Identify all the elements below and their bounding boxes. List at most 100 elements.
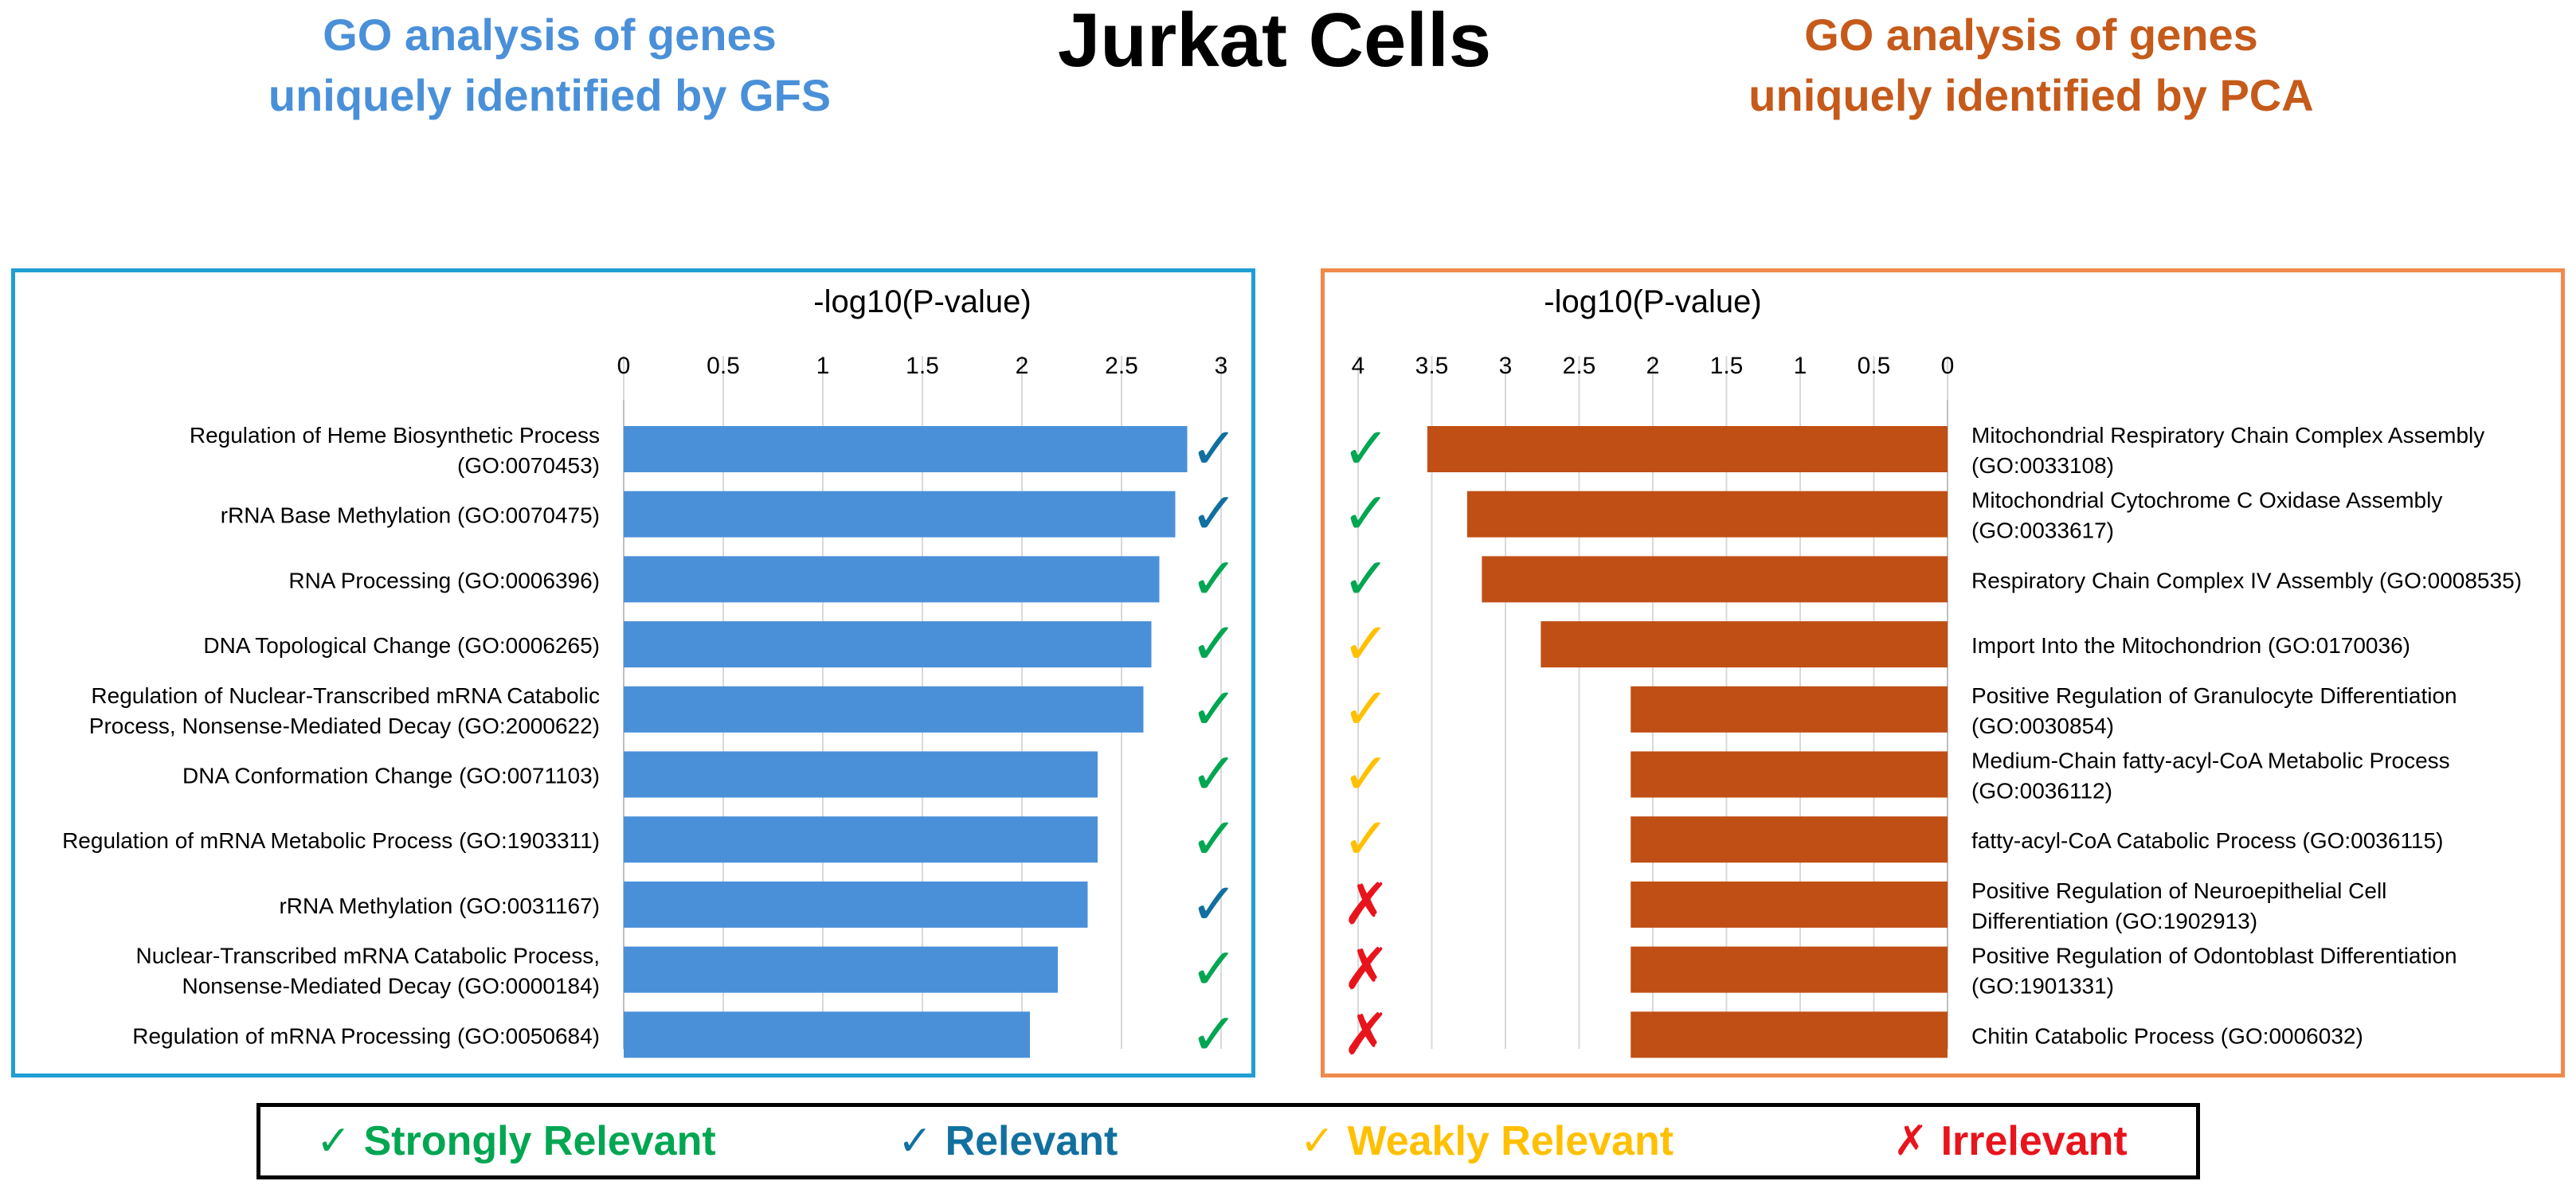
bar xyxy=(624,881,1088,928)
legend-item-strongly-relevant: ✓ Strongly Relevant xyxy=(316,1107,716,1175)
legend-item-relevant: ✓ Relevant xyxy=(898,1107,1118,1175)
check-icon: ✓ xyxy=(316,1117,351,1165)
category-label: Nuclear-Transcribed mRNA Catabolic Proce… xyxy=(136,944,601,968)
category-label: (GO:0036112) xyxy=(1971,779,2112,804)
bar xyxy=(624,621,1152,668)
relevance-mark: ✓ xyxy=(1342,480,1390,547)
bar xyxy=(1631,816,1948,863)
tick-label: 3 xyxy=(1215,353,1228,379)
category-label: fatty-acyl-CoA Catabolic Process (GO:003… xyxy=(1971,828,2443,853)
category-label: Positive Regulation of Granulocyte Diffe… xyxy=(1971,683,2457,708)
bar xyxy=(1631,686,1948,733)
bar xyxy=(1541,621,1948,668)
right-heading-line-2: uniquely identified by PCA xyxy=(1748,70,2314,120)
tick-label: 3 xyxy=(1499,353,1513,379)
category-label: Regulation of Heme Biosynthetic Process xyxy=(190,423,600,448)
relevance-mark: ✓ xyxy=(1190,870,1238,937)
check-icon: ✓ xyxy=(898,1117,933,1165)
legend-item-irrelevant: ✗ Irrelevant xyxy=(1893,1107,2128,1175)
category-label: (GO:0030854) xyxy=(1971,714,2114,738)
category-label: DNA Topological Change (GO:0006265) xyxy=(203,633,600,658)
category-label: DNA Conformation Change (GO:0071103) xyxy=(182,764,600,788)
legend-label: Strongly Relevant xyxy=(363,1118,716,1164)
bar xyxy=(624,1011,1030,1058)
bar xyxy=(624,556,1160,603)
bar xyxy=(1427,426,1948,472)
tick-label: 1 xyxy=(1794,353,1807,379)
category-label: Respiratory Chain Complex IV Assembly (G… xyxy=(1971,568,2522,592)
bar xyxy=(624,491,1176,538)
bar xyxy=(1631,946,1948,993)
gfs-bar-chart: -log10(P-value) 0 0.5 1 1.5 2 2.5 3 Regulation o… xyxy=(62,284,1238,1067)
left-panel-heading: GO analysis of genes uniquely identified… xyxy=(159,5,940,126)
tick-label: 1.5 xyxy=(1710,353,1744,379)
tick-label: 4 xyxy=(1352,353,1365,379)
category-label: (GO:0070453) xyxy=(457,453,600,478)
relevance-mark: ✗ xyxy=(1342,870,1390,937)
category-label: (GO:0033617) xyxy=(1971,518,2114,543)
relevance-mark: ✓ xyxy=(1190,741,1238,808)
tick-label: 0 xyxy=(1941,353,1955,379)
left-heading-line-1: GO analysis of genes xyxy=(323,10,777,60)
bar xyxy=(1466,491,1948,538)
tick-label: 2 xyxy=(1016,353,1029,379)
category-label: Chitin Catabolic Process (GO:0006032) xyxy=(1971,1023,2363,1048)
tick-label: 2 xyxy=(1646,353,1660,379)
category-label: Regulation of mRNA Processing (GO:005068… xyxy=(132,1023,600,1048)
relevance-mark: ✓ xyxy=(1190,675,1238,742)
category-label: (GO:1901331) xyxy=(1971,974,2114,999)
relevance-mark: ✓ xyxy=(1190,545,1238,612)
relevance-mark: ✓ xyxy=(1342,805,1390,872)
relevance-mark: ✓ xyxy=(1190,610,1238,677)
category-label: Medium-Chain fatty-acyl-CoA Metabolic Pr… xyxy=(1971,749,2450,773)
category-label: Differentiation (GO:1902913) xyxy=(1971,909,2257,933)
bar xyxy=(624,751,1098,798)
category-label: Regulation of Nuclear-Transcribed mRNA C… xyxy=(91,683,600,708)
relevance-mark: ✗ xyxy=(1342,1000,1390,1067)
category-label: (GO:0033108) xyxy=(1971,453,2114,478)
relevance-mark: ✓ xyxy=(1342,545,1390,612)
category-label: Regulation of mRNA Metabolic Process (GO… xyxy=(62,828,600,853)
relevance-mark: ✓ xyxy=(1190,805,1238,872)
left-heading-line-2: uniquely identified by GFS xyxy=(268,70,832,120)
bar xyxy=(1482,556,1948,603)
relevance-mark: ✓ xyxy=(1190,1000,1238,1067)
bar xyxy=(1631,881,1948,928)
relevance-mark: ✓ xyxy=(1342,675,1390,742)
bar xyxy=(624,426,1188,472)
tick-label: 1 xyxy=(816,353,830,379)
pca-chart-panel: -log10(P-value) 4 3.5 3 2.5 2 1.5 1 0.5 0 Mitochon… xyxy=(1321,268,2565,1077)
relevance-mark: ✓ xyxy=(1342,741,1390,808)
legend-label: Relevant xyxy=(945,1118,1118,1164)
tick-label: 0.5 xyxy=(1858,353,1891,379)
category-label: rRNA Base Methylation (GO:0070475) xyxy=(221,503,600,528)
tick-label: 2.5 xyxy=(1563,353,1596,379)
legend-label: Irrelevant xyxy=(1940,1118,2128,1164)
bar xyxy=(1631,751,1948,798)
right-heading-line-1: GO analysis of genes xyxy=(1804,10,2258,60)
tick-label: 2.5 xyxy=(1105,353,1138,379)
category-label: Import Into the Mitochondrion (GO:017003… xyxy=(1971,633,2410,658)
pca-bar-chart: -log10(P-value) 4 3.5 3 2.5 2 1.5 1 0.5 0 Mitochon… xyxy=(1342,284,2522,1067)
category-label: RNA Processing (GO:0006396) xyxy=(288,568,600,592)
cross-icon: ✗ xyxy=(1893,1117,1928,1165)
axis-title: -log10(P-value) xyxy=(1544,284,1761,319)
bar xyxy=(624,686,1144,733)
tick-label: 0.5 xyxy=(707,353,740,379)
category-label: Positive Regulation of Odontoblast Diffe… xyxy=(1971,944,2457,968)
tick-label: 3.5 xyxy=(1415,353,1449,379)
right-panel-heading: GO analysis of genes uniquely identified… xyxy=(1641,5,2421,126)
gfs-chart-panel: -log10(P-value) 0 0.5 1 1.5 2 2.5 3 Regulation o… xyxy=(11,268,1255,1077)
tick-label: 1.5 xyxy=(906,353,939,379)
relevance-mark: ✓ xyxy=(1342,610,1390,677)
page-title: Jurkat Cells xyxy=(1057,0,1492,83)
relevance-legend: ✓ Strongly Relevant ✓ Relevant ✓ Weakly Relev… xyxy=(256,1103,2200,1179)
category-label: Nonsense-Mediated Decay (GO:0000184) xyxy=(182,974,600,999)
bar xyxy=(624,816,1098,863)
category-label: Process, Nonsense-Mediated Decay (GO:200… xyxy=(89,714,600,738)
bar xyxy=(1631,1011,1948,1058)
relevance-mark: ✓ xyxy=(1190,936,1238,1003)
relevance-mark: ✓ xyxy=(1342,415,1390,482)
legend-label: Weakly Relevant xyxy=(1347,1118,1674,1164)
category-label: Mitochondrial Cytochrome C Oxidase Assem… xyxy=(1971,488,2442,513)
